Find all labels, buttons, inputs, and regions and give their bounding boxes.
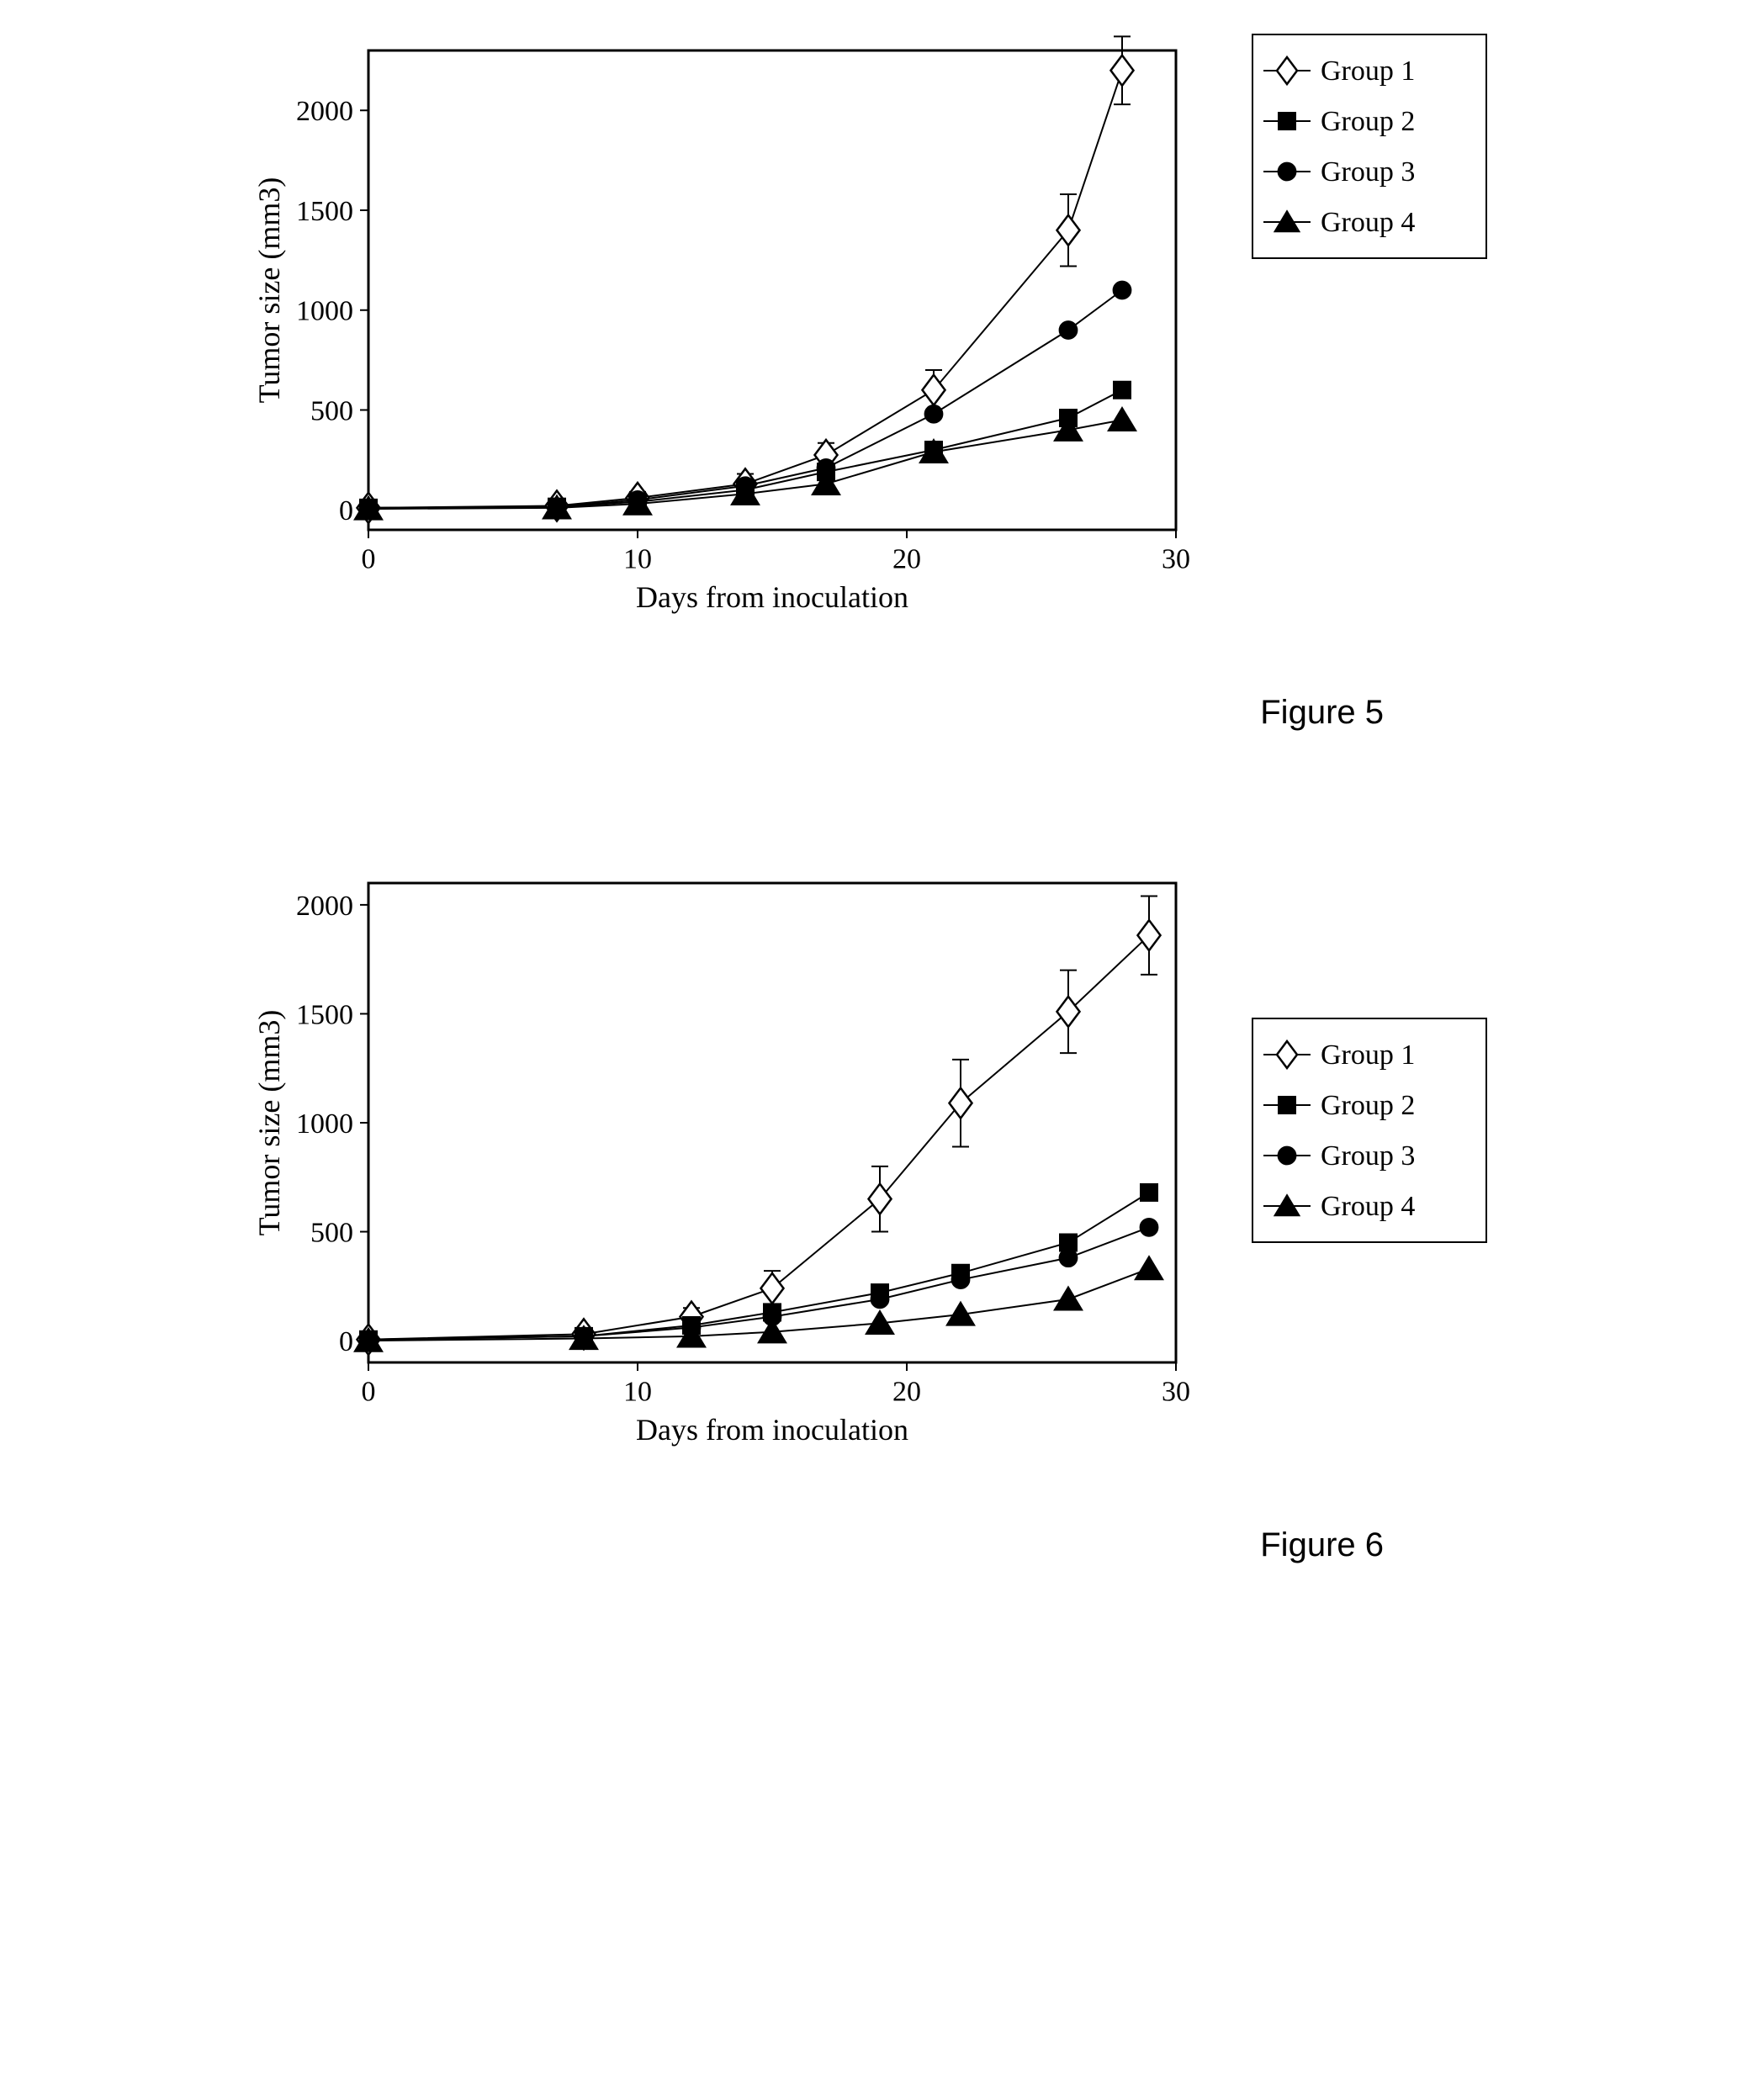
ytick-label: 1000 bbox=[296, 1108, 353, 1140]
figure-caption: Figure 5 bbox=[34, 694, 1384, 732]
y-axis-label: Tumor size (mm3) bbox=[252, 1010, 286, 1236]
figure-root: 01020300500100015002000Days from inocula… bbox=[34, 34, 1703, 1564]
ytick-label: 2000 bbox=[296, 96, 353, 127]
figure-row: 0 10 20 30 0 500 1000 1500 2000 Days from inocula… bbox=[34, 866, 1703, 1459]
ytick-label: 1500 bbox=[296, 196, 353, 227]
xtick-label: 0 bbox=[361, 1377, 375, 1408]
xtick-label: 0 bbox=[361, 544, 375, 575]
legend-label: Group 2 bbox=[1321, 1090, 1415, 1121]
y-axis-label: Tumor size (mm3) bbox=[252, 177, 286, 404]
ytick-label: 0 bbox=[339, 495, 353, 526]
legend: Group 1 Group 2 Group 3 Group 4 bbox=[1252, 34, 1487, 259]
legend-label: Group 4 bbox=[1321, 1191, 1415, 1222]
x-axis-label: Days from inoculation bbox=[636, 1413, 908, 1447]
ytick-label: 2000 bbox=[296, 891, 353, 922]
chart-svg: 0 10 20 30 0 500 1000 1500 2000 Days from inocula… bbox=[251, 34, 1193, 622]
ytick-label: 1500 bbox=[296, 999, 353, 1030]
figure-block: 0 10 20 30 0 500 1000 1500 2000 Days from inocula… bbox=[34, 866, 1703, 1564]
chart-wrap: 0 10 20 30 0 500 1000 1500 2000 Days from inocula… bbox=[251, 866, 1193, 1459]
ytick-label: 0 bbox=[339, 1326, 353, 1357]
figure-caption: Figure 6 bbox=[34, 1526, 1384, 1564]
xtick-label: 20 bbox=[892, 1377, 921, 1408]
legend-label: Group 3 bbox=[1321, 156, 1415, 188]
ytick-label: 1000 bbox=[296, 296, 353, 327]
legend-label: Group 2 bbox=[1321, 106, 1415, 137]
legend-label: Group 1 bbox=[1321, 56, 1415, 87]
legend-label: Group 1 bbox=[1321, 1039, 1415, 1071]
xtick-label: 30 bbox=[1162, 1377, 1190, 1408]
ytick-label: 500 bbox=[310, 1217, 353, 1248]
xtick-label: 30 bbox=[1162, 544, 1190, 575]
xtick-label: 20 bbox=[892, 544, 921, 575]
legend-label: Group 4 bbox=[1321, 207, 1415, 238]
x-axis-label: Days from inoculation bbox=[636, 580, 908, 614]
legend-label: Group 3 bbox=[1321, 1140, 1415, 1172]
xtick-label: 10 bbox=[623, 544, 652, 575]
legend-wrap: Group 1 Group 2 Group 3 Group 4 bbox=[1252, 34, 1487, 263]
chart-svg: 0 10 20 30 0 500 1000 1500 2000 Days from inocula… bbox=[251, 866, 1193, 1455]
legend: Group 1 Group 2 Group 3 Group 4 bbox=[1252, 1018, 1487, 1243]
legend-wrap: Group 1 Group 2 Group 3 Group 4 bbox=[1252, 1018, 1487, 1247]
figure-row: 0 10 20 30 0 500 1000 1500 2000 Days from inocula… bbox=[34, 34, 1703, 627]
ytick-label: 500 bbox=[310, 395, 353, 426]
xtick-label: 10 bbox=[623, 1377, 652, 1408]
chart-wrap: 0 10 20 30 0 500 1000 1500 2000 Days from inocula… bbox=[251, 34, 1193, 627]
figure-block: 0 10 20 30 0 500 1000 1500 2000 Days from inocula… bbox=[34, 34, 1703, 732]
